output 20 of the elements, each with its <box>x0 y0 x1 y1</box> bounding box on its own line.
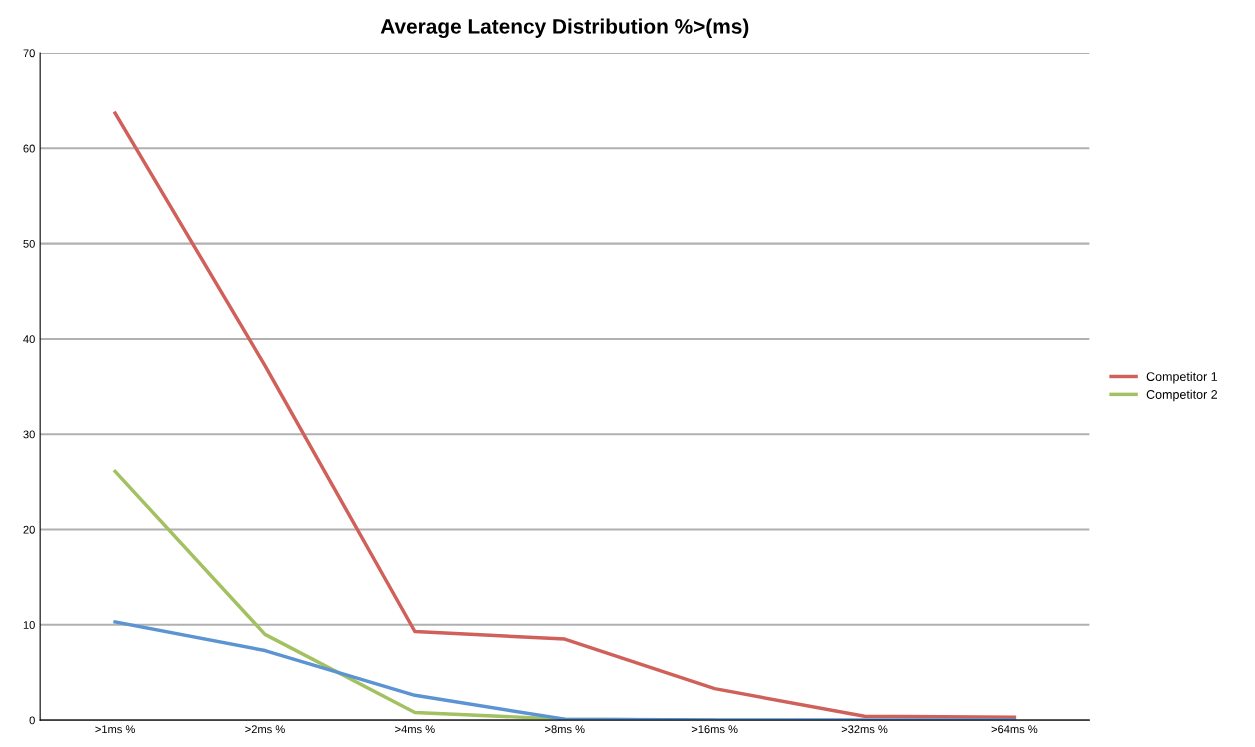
x-tick-label: >1ms % <box>95 725 135 734</box>
y-tick-label: 30 <box>23 430 35 439</box>
y-tick-label: 40 <box>23 335 35 344</box>
y-tick-label: 50 <box>23 239 35 248</box>
x-tick-label: >4ms % <box>395 725 435 734</box>
line-series <box>113 111 1017 719</box>
legend-label: Competitor 1 <box>1146 371 1218 384</box>
x-tick-label: >64ms % <box>991 725 1038 734</box>
y-tick-label: 0 <box>29 716 35 725</box>
x-tick-label: >8ms % <box>545 725 585 734</box>
y-tick-label: 70 <box>23 49 35 58</box>
line-series <box>113 620 1017 721</box>
legend-label: Competitor 2 <box>1146 389 1218 402</box>
y-tick-label: 20 <box>23 525 35 534</box>
y-tick-label: 60 <box>23 144 35 153</box>
chart-title: Average Latency Distribution %>(ms) <box>380 18 749 39</box>
x-tick-label: >2ms % <box>245 725 285 734</box>
x-tick-label: >32ms % <box>841 725 888 734</box>
x-tick-label: >16ms % <box>691 725 738 734</box>
y-tick-label: 10 <box>23 621 35 629</box>
